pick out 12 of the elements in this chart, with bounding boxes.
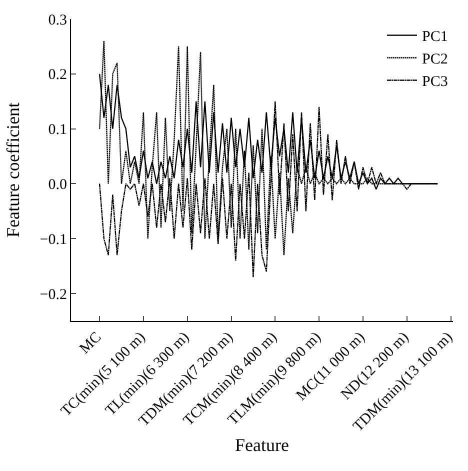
y-tick-label: 0.2 — [48, 67, 67, 84]
y-axis-title: Feature coefficient — [2, 102, 23, 238]
y-tick-label: 0.1 — [48, 122, 67, 138]
y-tick-label: −0.1 — [40, 232, 67, 248]
y-tick-label: 0.0 — [48, 176, 67, 193]
legend-label: PC3 — [422, 74, 448, 90]
x-tick-label: MC — [76, 329, 105, 358]
legend-label: PC2 — [422, 52, 448, 68]
y-tick-label: −0.2 — [40, 286, 67, 303]
y-tick-label: 0.3 — [48, 12, 67, 28]
legend-label: PC1 — [422, 29, 448, 46]
x-axis-title: Feature — [235, 435, 289, 456]
